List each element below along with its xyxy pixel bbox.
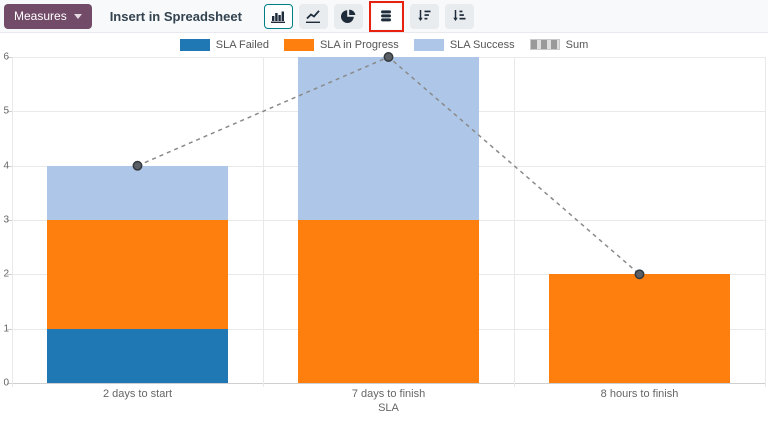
y-tick-label: 2 [3,268,9,280]
bar-segment[interactable] [47,328,228,383]
bar-segment[interactable] [549,274,730,383]
y-tick-label: 3 [3,214,9,226]
legend-label: SLA in Progress [319,38,399,51]
measures-button[interactable]: Measures [4,3,92,29]
insert-in-spreadsheet-button[interactable]: Insert in Spreadsheet [100,4,252,29]
legend-label: Sum [565,38,589,51]
y-tick-mark [7,220,12,221]
bar-segment[interactable] [47,165,228,220]
stacked-button[interactable] [371,3,401,29]
sort-descending-icon [416,8,432,24]
chart-type-button-group [263,0,474,32]
y-tick-label: 0 [3,377,9,389]
y-tick-mark [7,165,12,167]
chart-legend: SLA Failed SLA in Progress SLA Success Sum [0,37,768,52]
measures-label: Measures [14,9,67,23]
y-tick-mark [7,274,12,276]
bar-segment[interactable] [47,220,228,329]
legend-label: SLA Success [449,38,515,51]
x-gridline [514,57,515,387]
sort-ascending-icon [451,8,467,24]
legend-item[interactable]: SLA Failed [179,38,269,51]
bar-chart-icon [270,8,286,24]
sort-descending-button[interactable] [409,3,439,29]
legend-item[interactable]: Sum [529,38,589,51]
legend-swatch [283,38,314,51]
bar-segment[interactable] [298,220,479,383]
x-axis-title: SLA [378,402,399,414]
y-tick-label: 1 [3,323,9,335]
x-tick-label: 7 days to finish [351,388,426,400]
stacked-icon [378,8,394,24]
highlight-annotation [368,0,404,32]
line-chart-button[interactable] [298,3,328,29]
bar-segment[interactable] [298,57,479,220]
pie-chart-button[interactable] [333,3,363,29]
y-gridline [12,383,765,384]
legend-label: SLA Failed [215,38,269,51]
y-tick-mark [7,57,12,58]
x-gridline [263,57,264,387]
y-tick-mark [7,111,12,113]
y-tick-mark [7,383,12,384]
toolbar: Measures Insert in Spreadsheet [0,0,768,33]
y-tick-mark [7,328,12,330]
legend-item[interactable]: SLA Success [413,38,515,51]
y-tick-label: 4 [3,160,9,172]
pie-chart-icon [340,8,356,24]
x-gridline [765,57,766,387]
bar-chart-button[interactable] [263,3,293,29]
chevron-down-icon [73,13,82,19]
x-gridline [12,57,13,387]
x-tick-label: 8 hours to finish [600,388,679,400]
legend-item[interactable]: SLA in Progress [283,38,399,51]
x-tick-label: 2 days to start [102,388,173,400]
legend-swatch [413,38,444,51]
legend-swatch [179,38,210,51]
sort-ascending-button[interactable] [444,3,474,29]
legend-swatch [529,39,560,50]
y-tick-label: 6 [3,51,9,63]
line-chart-icon [305,8,321,24]
y-tick-label: 5 [3,105,9,117]
